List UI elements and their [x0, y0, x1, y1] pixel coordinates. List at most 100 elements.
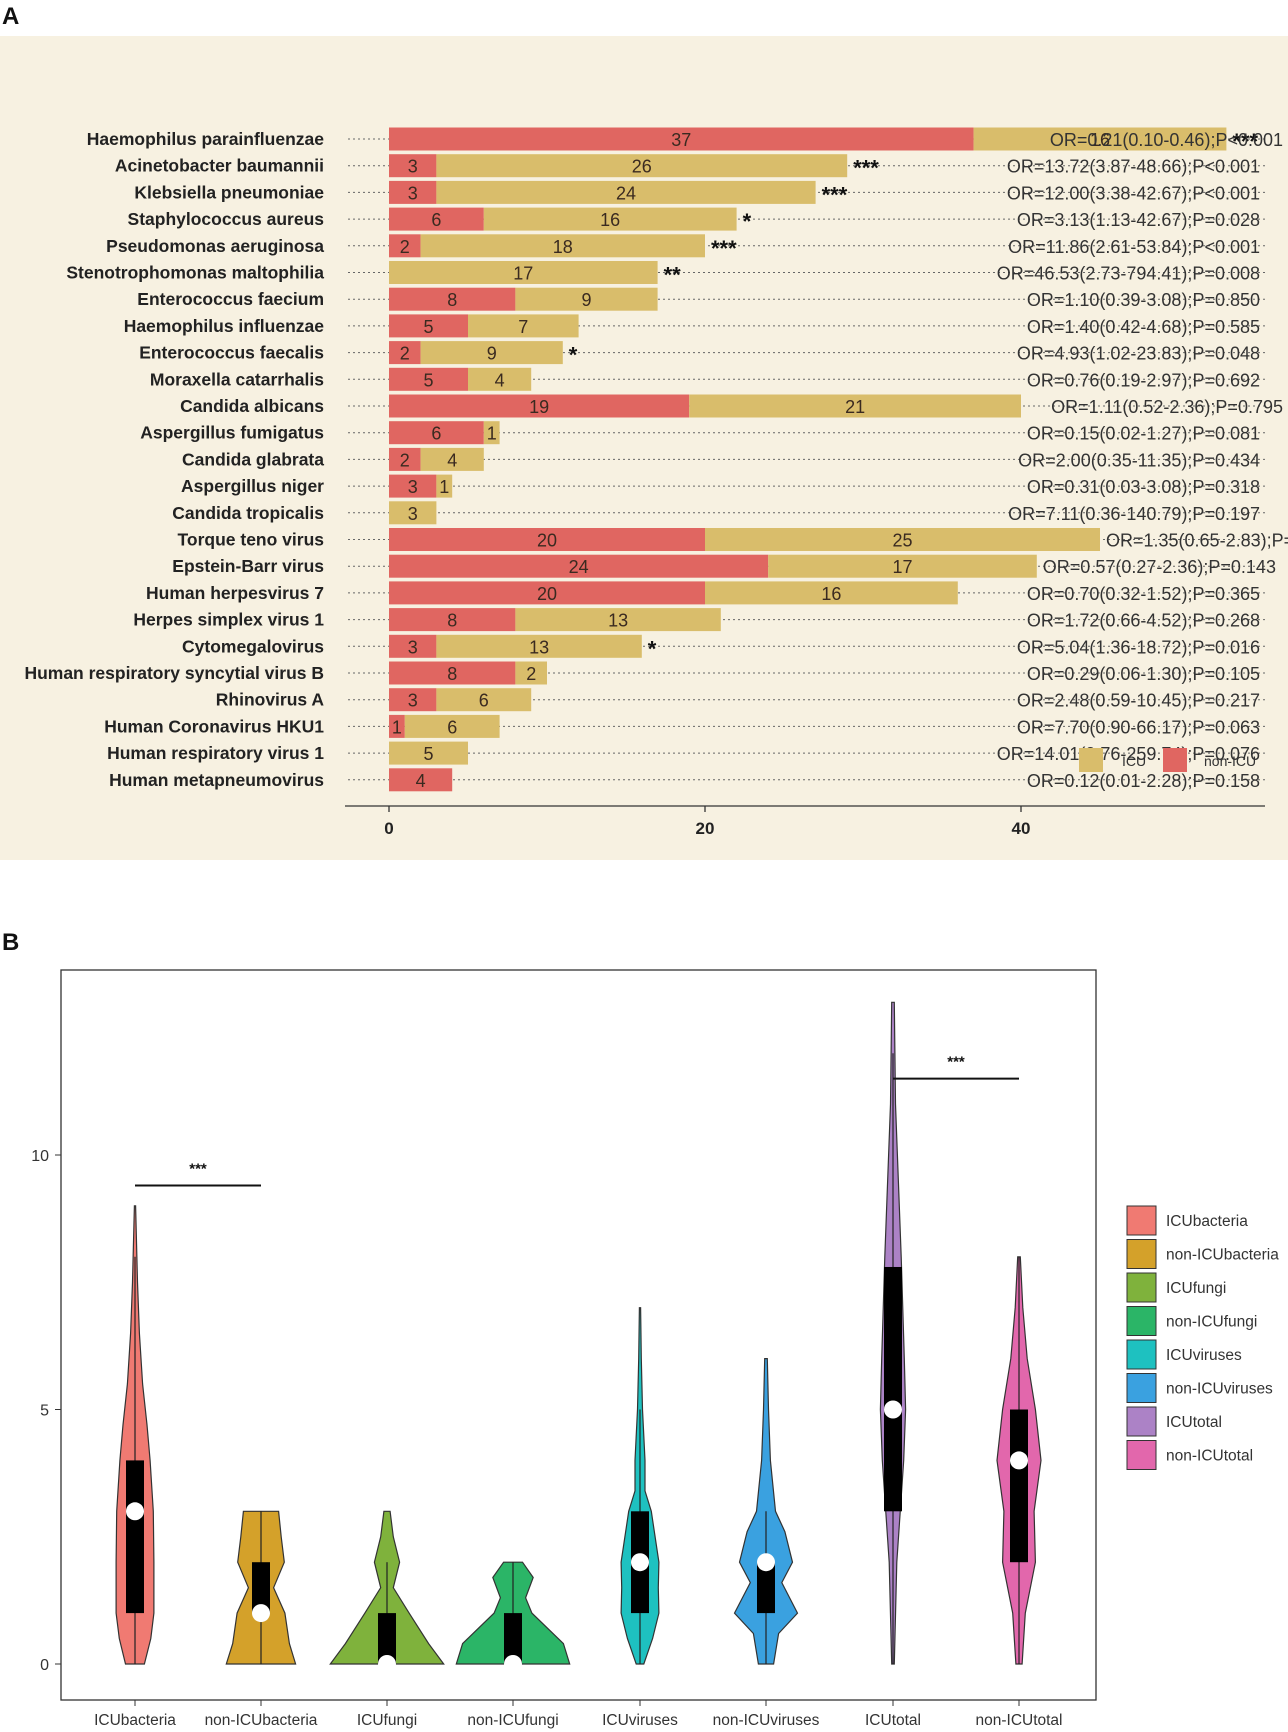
bar-value-label: 8: [447, 611, 457, 631]
bar-icu: [483, 207, 737, 231]
legend-label: non-ICUtotal: [1166, 1448, 1253, 1465]
or-annotation: OR=14.01(0.76-259.74);P=0.076: [997, 744, 1260, 764]
significance-label: ***: [189, 1161, 207, 1178]
significance-stars: *: [743, 209, 752, 234]
bar-non-icu: [389, 287, 516, 311]
or-annotation: OR=0.12(0.01-2.28);P=0.158: [1027, 771, 1260, 791]
category-label: Aspergillus niger: [181, 476, 324, 496]
bar-value-label: 1: [439, 477, 449, 497]
bar-icu: [973, 127, 1227, 151]
legend-label: non-ICUviruses: [1166, 1381, 1273, 1398]
significance-stars: ***: [853, 156, 879, 181]
bar-value-label: 16: [821, 584, 841, 604]
median-point: [757, 1553, 775, 1572]
x-tick-label: 20: [696, 819, 715, 838]
legend-swatch: [1126, 1306, 1157, 1336]
bar-icu: [389, 501, 437, 525]
significance-stars: *: [648, 636, 657, 661]
plot-frame: [60, 969, 1097, 1701]
bar-value-label: 9: [487, 344, 497, 364]
bar-value-label: 17: [513, 264, 533, 284]
bar-value-label: 17: [892, 557, 912, 577]
bar-non-icu: [389, 394, 690, 418]
legend-label: ICUviruses: [1166, 1347, 1242, 1364]
legend-label: ICUfungi: [1166, 1280, 1226, 1297]
bar-non-icu: [389, 581, 705, 605]
category-label: Enterococcus faecalis: [139, 343, 324, 363]
legend-label: non-ICUbacteria: [1166, 1247, 1279, 1264]
or-annotation: OR=2.00(0.35-11.35);P=0.434: [1018, 450, 1260, 470]
significance-stars: ***: [711, 236, 737, 261]
or-annotation: OR=2.48(0.59-10.45);P=0.217: [1017, 691, 1260, 711]
bar-value-label: 2: [400, 450, 410, 470]
bar-value-label: 24: [569, 557, 589, 577]
median-point: [631, 1553, 649, 1572]
median-point: [378, 1655, 396, 1673]
bar-icu: [468, 367, 532, 391]
bar-value-label: 6: [431, 210, 441, 230]
legend-label-icu: ICU: [1122, 753, 1146, 769]
bar-value-label: 3: [408, 477, 418, 497]
bar-value-label: 4: [495, 370, 505, 390]
median-point: [1010, 1451, 1028, 1470]
or-annotation: OR=1.10(0.39-3.08);P=0.850: [1027, 290, 1260, 310]
bar-icu: [515, 287, 658, 311]
iqr-box: [1010, 1409, 1028, 1563]
bar-value-label: 4: [416, 771, 426, 791]
legend-swatch: [1126, 1339, 1157, 1370]
category-label: Staphylococcus aureus: [128, 209, 325, 229]
bar-non-icu: [389, 768, 453, 792]
category-label: Haemophilus parainfluenzae: [87, 129, 325, 149]
bar-value-label: 37: [671, 130, 691, 150]
or-annotation: OR=0.76(0.19-2.97);P=0.692: [1027, 370, 1260, 390]
category-label: Pseudomonas aeruginosa: [106, 236, 324, 256]
bar-non-icu: [389, 127, 974, 151]
bar-non-icu: [389, 367, 468, 391]
bar-value-label: 18: [553, 237, 573, 257]
category-label: Moraxella catarrhalis: [150, 369, 324, 389]
bar-value-label: 21: [845, 397, 865, 417]
iqr-box: [252, 1562, 270, 1614]
category-label: Haemophilus influenzae: [124, 316, 325, 336]
or-annotation: OR=46.53(2.73-794.41);P=0.008: [997, 264, 1260, 284]
category-label: Candida glabrata: [182, 449, 324, 469]
bar-value-label: 8: [447, 290, 457, 310]
bar-non-icu: [389, 554, 769, 578]
or-annotation: OR=0.21(0.10-0.46);P<0.001: [1050, 130, 1283, 150]
x-tick-label: 0: [384, 819, 393, 838]
bar-value-label: 24: [616, 183, 636, 203]
x-tick-label: ICUbacteria: [94, 1712, 176, 1729]
bar-icu: [705, 528, 1100, 551]
bar-value-label: 13: [529, 637, 549, 657]
bar-value-label: 4: [447, 450, 457, 470]
category-label: Acinetobacter baumannii: [115, 156, 324, 176]
bar-icu: [468, 314, 579, 338]
bar-value-label: 2: [400, 344, 410, 364]
legend-swatch: [1126, 1239, 1157, 1269]
or-annotation: OR=12.00(3.38-42.67);P<0.001: [1007, 183, 1260, 203]
bar-icu: [483, 421, 500, 445]
legend-label-non-icu: non-ICU: [1204, 753, 1256, 769]
bar-icu: [768, 554, 1037, 578]
bar-icu: [515, 608, 721, 632]
bar-value-label: 6: [431, 424, 441, 444]
iqr-box: [884, 1266, 902, 1512]
significance-stars: *: [569, 343, 578, 368]
bar-value-label: 7: [518, 317, 528, 337]
bar-non-icu: [389, 207, 484, 231]
or-annotation: OR=13.72(3.87-48.66);P<0.001: [1007, 157, 1260, 177]
bar-non-icu: [389, 634, 437, 658]
category-label: Cytomegalovirus: [182, 636, 324, 656]
category-label: Human herpesvirus 7: [146, 583, 324, 603]
or-annotation: OR=1.35(0.65-2.83);P=0.424: [1106, 531, 1288, 551]
or-annotation: OR=7.70(0.90-66.17);P=0.063: [1017, 717, 1260, 737]
x-tick-label: ICUviruses: [602, 1712, 678, 1729]
or-annotation: OR=5.04(1.36-18.72);P=0.016: [1017, 637, 1260, 657]
category-label: Candida albicans: [180, 396, 324, 416]
y-tick-label: 10: [31, 1148, 49, 1165]
bar-value-label: 26: [632, 157, 652, 177]
category-label: Human respiratory syncytial virus B: [24, 663, 324, 683]
bar-value-label: 3: [408, 183, 418, 203]
legend-swatch: [1126, 1406, 1157, 1437]
